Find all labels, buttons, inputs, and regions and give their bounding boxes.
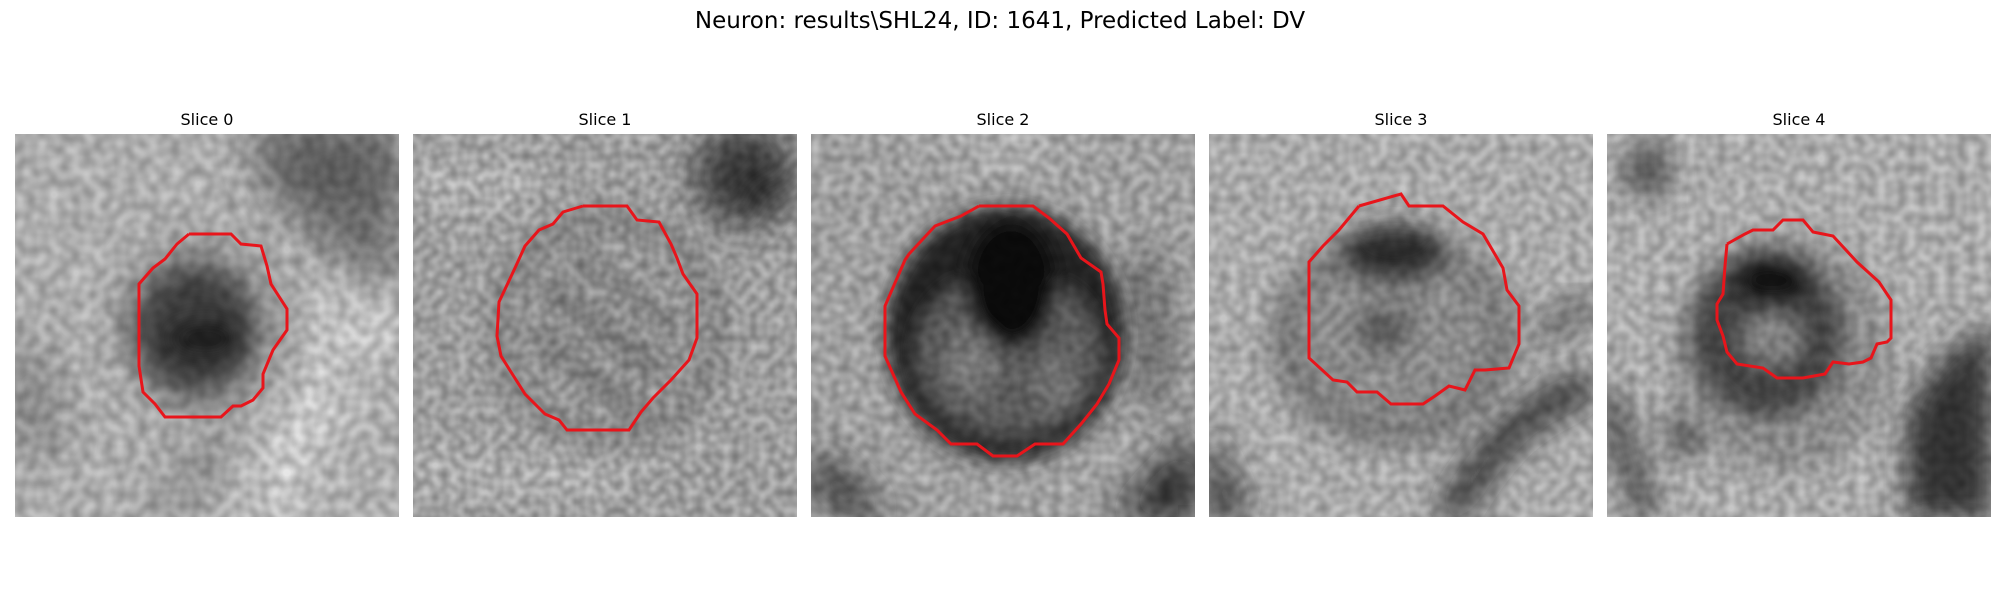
slice-3-contour xyxy=(1307,192,1521,406)
slice-0-contour xyxy=(137,232,289,419)
slice-2-image xyxy=(811,134,1195,517)
slice-2-image-panel xyxy=(811,134,1195,517)
panel-title-slice-0: Slice 0 xyxy=(180,110,234,129)
slice-1-contour xyxy=(495,204,699,432)
slice-1-image-panel xyxy=(413,134,797,517)
slice-1-image xyxy=(413,134,797,517)
figure-title: Neuron: results\SHL24, ID: 1641, Predict… xyxy=(694,8,1306,34)
panel-title-slice-1: Slice 1 xyxy=(578,110,632,129)
slice-4-contour xyxy=(1715,218,1893,380)
slice-0-image xyxy=(15,134,399,517)
slice-4-image-panel xyxy=(1607,134,1991,517)
slice-0-image-panel xyxy=(15,134,399,517)
slice-3-image xyxy=(1209,134,1593,517)
panel-title-slice-3: Slice 3 xyxy=(1374,110,1428,129)
slice-3-image-panel xyxy=(1209,134,1593,517)
slice-4-image xyxy=(1607,134,1991,517)
slice-2-contour xyxy=(883,204,1121,458)
panel-title-slice-2: Slice 2 xyxy=(976,110,1030,129)
panel-title-slice-4: Slice 4 xyxy=(1772,110,1826,129)
